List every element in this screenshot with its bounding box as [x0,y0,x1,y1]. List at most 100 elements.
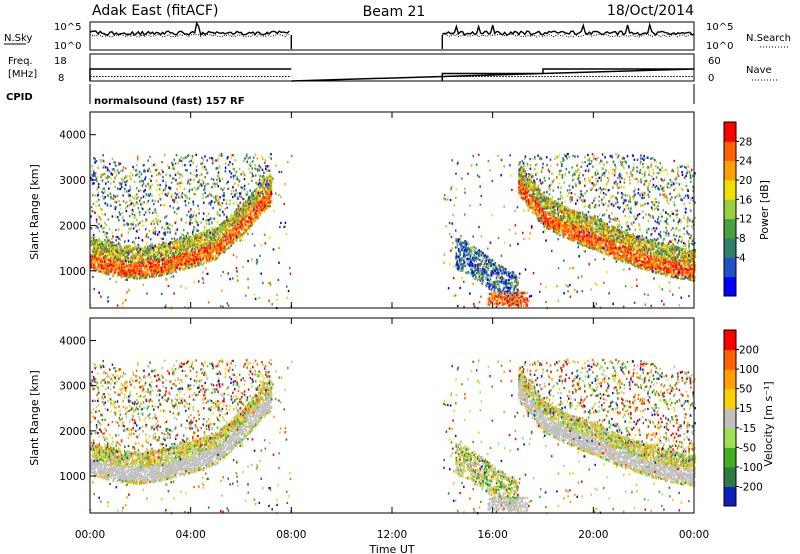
power-cell [105,270,108,273]
power-cell [520,171,523,174]
power-cell [551,219,554,223]
power-cell [132,174,134,177]
power-cell [189,218,192,221]
power-cell [95,245,98,249]
power-cell [239,223,242,226]
power-cell [252,220,255,223]
power-cell [151,275,153,278]
power-cell [557,226,559,230]
power-cell [176,228,179,231]
power-cell [162,241,165,244]
power-cell [195,188,197,191]
power-cell [563,208,566,211]
power-cell [206,251,209,255]
power-cell [223,245,225,248]
power-cell [213,248,215,252]
power-cell [522,176,524,179]
power-cell [108,263,110,266]
power-cell [543,214,545,217]
power-cell [547,168,550,171]
power-cell [208,229,210,232]
power-cell [234,159,237,162]
power-cell [231,228,233,231]
power-cell [170,247,172,250]
power-cell [563,181,566,184]
power-cell [134,266,136,269]
power-cell [119,245,121,248]
power-cell [156,214,159,217]
power-cell [554,203,557,206]
power-cell [244,203,246,206]
power-cell [113,200,116,203]
power-cell [220,154,223,157]
power-cell [215,236,217,240]
power-cell [185,240,188,243]
power-cell [205,238,208,241]
power-cell [561,215,564,218]
power-cell [195,262,198,265]
power-cell [212,248,214,251]
station-title: Adak East (fitACF) [92,3,218,19]
power-cell [230,214,232,217]
power-cell [130,203,132,206]
power-cell [246,193,249,196]
power-cell [212,196,215,199]
power-cell [96,175,98,178]
power-cell [235,220,238,223]
power-cell [529,200,531,203]
power-cell [104,264,107,267]
power-cell [140,272,142,275]
power-cell [241,204,244,207]
power-cell [212,257,214,260]
power-cell [108,242,110,245]
power-cell [571,225,573,228]
power-cell [229,240,231,244]
power-cell [268,155,271,159]
power-cell [579,234,581,237]
power-cell [100,246,102,249]
power-cell [522,179,525,182]
power-cell [130,250,133,253]
power-cell [192,251,195,255]
power-cell [520,196,523,200]
power-cell [198,180,200,184]
power-cell [94,257,97,260]
power-cell [519,187,522,190]
power-cell [570,222,573,226]
power-cell [158,260,160,263]
power-cell [234,239,237,242]
power-cell [254,167,257,170]
power-cell [213,244,216,247]
power-cell [149,177,151,181]
power-cell [144,266,146,269]
power-cell [104,166,107,169]
power-cell [166,244,169,247]
power-cell [248,167,250,170]
power-cell [114,247,116,251]
power-cell [537,203,539,206]
power-cell [143,213,146,216]
power-cell [165,270,167,273]
power-cell [137,236,140,239]
power-cell [577,228,579,231]
power-cell [144,170,146,173]
power-cell [141,259,144,262]
power-cell [259,206,262,210]
power-cell [264,201,267,204]
power-cell [268,185,270,188]
noise-right-label: N.Search [746,33,791,44]
power-cell [234,230,236,233]
power-cell [192,251,194,255]
power-cell [216,244,219,248]
power-cell [551,201,553,204]
power-cell [122,252,125,255]
power-cell [108,266,111,270]
power-cell [221,242,223,245]
power-cell [222,244,225,248]
power-cell [153,202,155,206]
power-cell [149,238,152,241]
power-cell [129,263,131,267]
power-cell [113,161,115,164]
power-cell [151,164,153,167]
power-cell [133,266,135,269]
